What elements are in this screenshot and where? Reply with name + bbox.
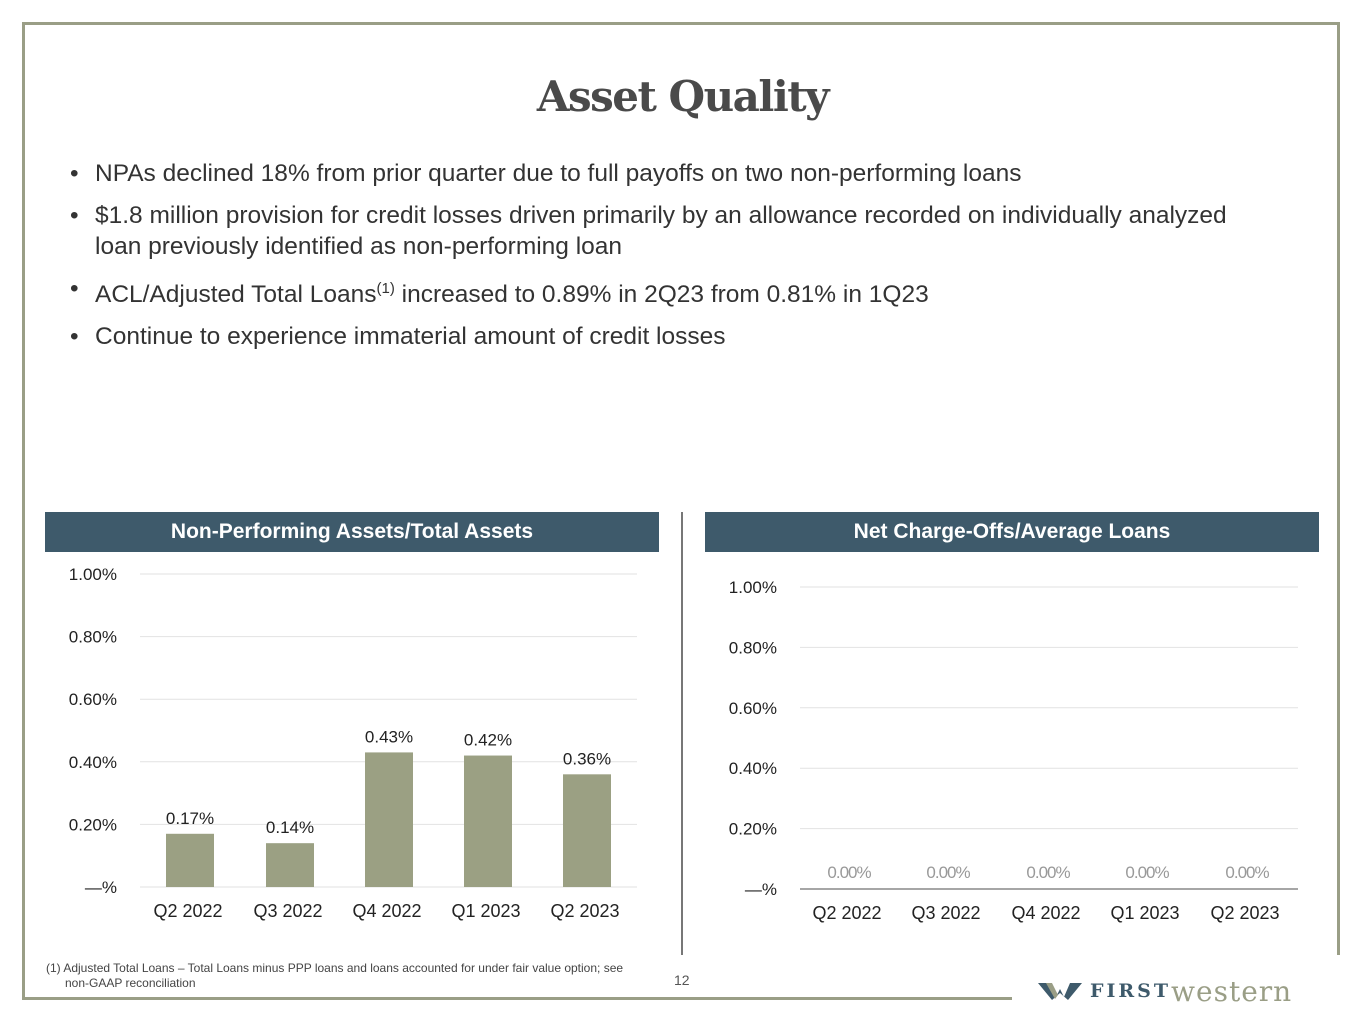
y-tick-label: 1.00%: [729, 578, 777, 597]
logo-western: western: [1171, 974, 1293, 1008]
x-tick-label: Q3 2022: [911, 903, 980, 923]
footnote-line: (1) Adjusted Total Loans – Total Loans m…: [46, 961, 624, 975]
bar: [266, 843, 314, 887]
data-label: 0.42%: [464, 731, 512, 750]
data-label: 0.14%: [266, 818, 314, 837]
footnote-line: non-GAAP reconciliation: [65, 976, 196, 990]
x-tick-label: Q2 2023: [1210, 903, 1279, 923]
y-tick-label: 0.20%: [729, 820, 777, 839]
y-tick-label: 0.20%: [69, 815, 117, 834]
bar: [464, 755, 512, 887]
data-label: 0.00%: [926, 863, 970, 882]
data-label: 0.00%: [1125, 863, 1169, 882]
bullet-item: ACL/Adjusted Total Loans(1) increased to…: [70, 273, 1270, 310]
logo-first: FIRST: [1090, 980, 1172, 1002]
data-label: 0.00%: [827, 863, 871, 882]
bar: [166, 833, 214, 887]
y-tick-label: 0.60%: [729, 699, 777, 718]
data-label: 0.36%: [563, 749, 611, 768]
data-label: 0.17%: [166, 809, 214, 828]
data-label: 0.00%: [1026, 863, 1070, 882]
y-tick-label: 1.00%: [69, 565, 117, 584]
bullet-item: Continue to experience immaterial amount…: [70, 321, 1270, 352]
page-number: 12: [674, 972, 690, 988]
bullet-text: ACL/Adjusted Total Loans: [95, 281, 377, 309]
data-label: 0.00%: [1225, 863, 1269, 882]
x-tick-label: Q1 2023: [1110, 903, 1179, 923]
x-tick-label: Q2 2022: [812, 903, 881, 923]
slide-frame: [22, 22, 1340, 1000]
y-tick-label: —%: [745, 880, 777, 899]
chart-header-npa: Non-Performing Assets/Total Assets: [45, 512, 659, 552]
x-tick-label: Q2 2022: [153, 901, 222, 921]
chart-divider: [681, 512, 683, 955]
y-tick-label: 0.80%: [729, 638, 777, 657]
w-logo-icon: [1038, 983, 1082, 1000]
x-tick-label: Q2 2023: [550, 901, 619, 921]
y-tick-label: 0.40%: [729, 759, 777, 778]
x-tick-label: Q3 2022: [253, 901, 322, 921]
y-tick-label: 0.60%: [69, 690, 117, 709]
first-western-logo: FIRST western: [1038, 974, 1293, 1008]
x-tick-label: Q4 2022: [352, 901, 421, 921]
bullet-list: NPAs declined 18% from prior quarter due…: [70, 158, 1270, 363]
bullet-text: increased to 0.89% in 2Q23 from 0.81% in…: [394, 281, 929, 309]
data-label: 0.43%: [365, 727, 413, 746]
x-tick-label: Q1 2023: [451, 901, 520, 921]
bar: [563, 774, 611, 887]
y-tick-label: 0.80%: [69, 628, 117, 647]
page-title: Asset Quality: [536, 72, 830, 121]
y-tick-label: —%: [85, 878, 117, 897]
bar: [365, 752, 413, 887]
frame-gap: [1337, 955, 1343, 1005]
footnote-ref: (1): [376, 280, 395, 297]
footnote: (1) Adjusted Total Loans – Total Loans m…: [46, 961, 623, 991]
y-tick-label: 0.40%: [69, 753, 117, 772]
x-tick-label: Q4 2022: [1011, 903, 1080, 923]
bullet-item: NPAs declined 18% from prior quarter due…: [70, 158, 1270, 189]
chart-header-nco: Net Charge-Offs/Average Loans: [705, 512, 1319, 552]
frame-bottom-line: [22, 997, 1012, 1000]
bullet-item: $1.8 million provision for credit losses…: [70, 200, 1270, 262]
